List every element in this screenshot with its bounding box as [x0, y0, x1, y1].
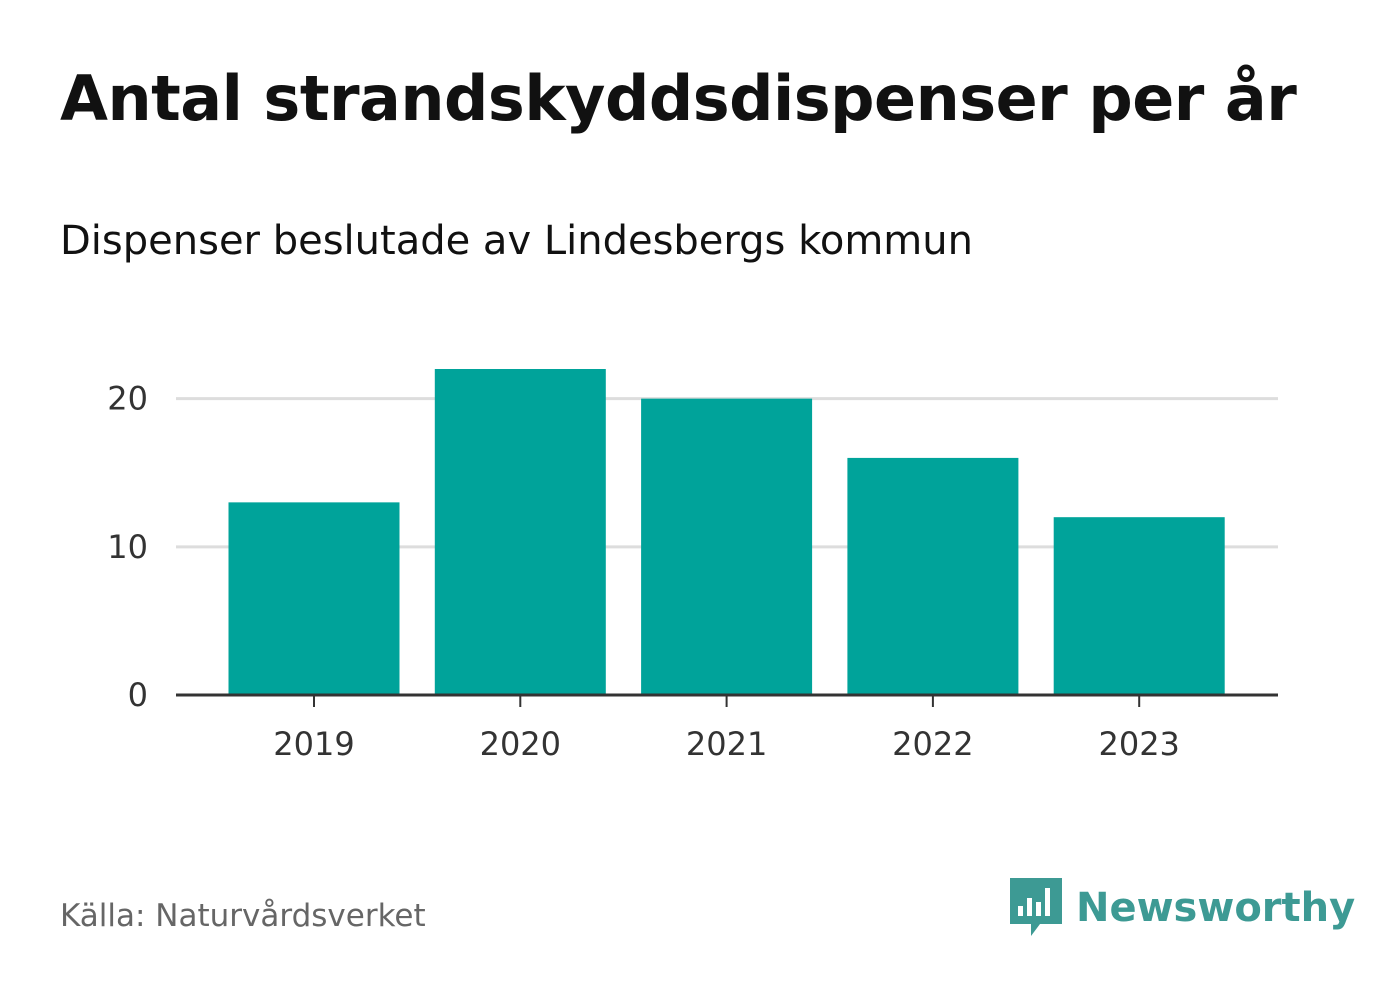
bar-2022: [847, 457, 1019, 695]
brand-name: Newsworthy: [1076, 885, 1356, 931]
bar-2019: [228, 502, 400, 695]
y-tick-label-10: 10: [107, 528, 148, 566]
y-tick-label-0: 0: [128, 676, 148, 714]
source-note: Källa: Naturvårdsverket: [60, 898, 426, 934]
y-tick-label-20: 20: [107, 380, 148, 418]
newsworthy-logo-icon: [1010, 878, 1062, 936]
chart-title: Antal strandskyddsdispenser per år: [60, 62, 1297, 135]
bars: [228, 369, 1225, 695]
x-tick-label-2019: 2019: [273, 725, 354, 763]
bar-2021: [641, 398, 813, 695]
chart-subtitle: Dispenser beslutade av Lindesbergs kommu…: [60, 218, 973, 264]
x-tick-label-2021: 2021: [686, 725, 767, 763]
axes: 0 10 20 2019 2020 2021 2022 2023: [107, 380, 1278, 763]
x-tick-label-2022: 2022: [892, 725, 973, 763]
newsworthy-brand: Newsworthy: [1010, 878, 1355, 938]
bar-2023: [1053, 517, 1225, 695]
x-tick-label-2023: 2023: [1098, 725, 1179, 763]
bar-2020: [434, 369, 606, 695]
x-tick-label-2020: 2020: [480, 725, 561, 763]
